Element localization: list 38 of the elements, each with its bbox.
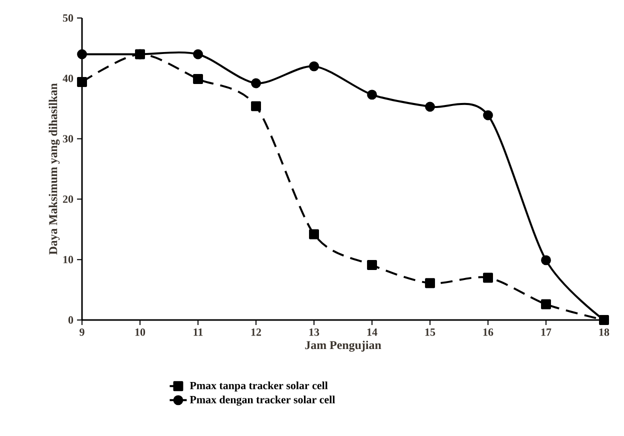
y-tick-label: 20	[63, 195, 74, 203]
point	[367, 90, 377, 100]
point	[309, 229, 319, 240]
y-tick-label: 50	[62, 14, 74, 22]
point	[77, 49, 87, 60]
x-axis-title: Jam Pengujian	[305, 340, 382, 352]
x-tick-label: 12	[251, 328, 262, 336]
point	[193, 74, 203, 84]
y-tick-label: 0	[68, 316, 74, 324]
x-tick-label: 16	[483, 328, 494, 336]
point	[425, 278, 435, 288]
x-tick-label: 13	[309, 328, 320, 336]
x-tick-label: 17	[541, 328, 552, 336]
point	[135, 49, 145, 60]
point	[193, 49, 203, 60]
point	[483, 110, 493, 120]
point	[367, 260, 377, 270]
point	[425, 102, 435, 112]
point	[541, 299, 551, 310]
point	[483, 272, 493, 283]
x-tick-label: 18	[599, 328, 610, 336]
legend-label: Pmax tanpa tracker solar cell	[190, 382, 328, 392]
point	[599, 315, 609, 325]
y-tick-label: 10	[63, 256, 74, 264]
x-tick-label: 11	[194, 328, 203, 336]
point	[77, 77, 87, 87]
y-tick-label: 40	[62, 74, 74, 82]
point	[309, 61, 319, 72]
x-tick-label: 15	[425, 328, 436, 336]
point	[541, 255, 551, 266]
legend-label: Pmax dengan tracker solar cell	[190, 396, 335, 406]
x-tick-label: 9	[80, 328, 84, 336]
x-tick-label: 10	[135, 328, 146, 336]
y-tick-label: 30	[62, 135, 74, 142]
y-axis-title: Daya Maksimum yang dihasilkan	[48, 83, 60, 255]
point	[251, 78, 261, 88]
point	[251, 101, 261, 112]
x-tick-label: 14	[367, 328, 378, 336]
